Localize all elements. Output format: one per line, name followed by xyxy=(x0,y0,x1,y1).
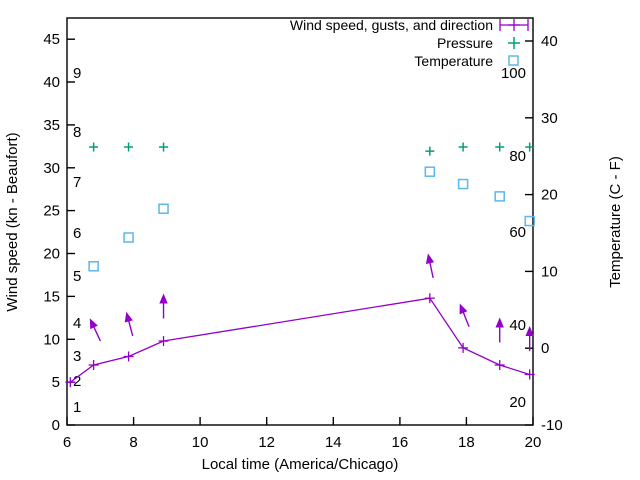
beaufort-label: 2 xyxy=(73,373,81,390)
fahrenheit-label: 40 xyxy=(509,317,526,334)
pressure-series xyxy=(89,142,535,156)
wind-speed-point xyxy=(424,293,435,304)
fahrenheit-label: 60 xyxy=(509,224,526,241)
y-axis-title: Wind speed (kn - Beaufort) xyxy=(4,132,21,311)
y-axis-tick-labels-left: 0 5 10 15 20 25 30 35 40 45 xyxy=(43,31,60,434)
gust-direction-arrows xyxy=(89,253,534,352)
gust-arrow xyxy=(89,318,102,342)
x-axis-ticks xyxy=(66,417,534,425)
y-tick-label: 40 xyxy=(43,74,60,91)
x-tick-label: 8 xyxy=(129,434,137,451)
gust-arrow xyxy=(159,293,168,319)
fahrenheit-label: 20 xyxy=(509,394,526,411)
legend-label-pressure: Pressure xyxy=(437,35,493,51)
pressure-point xyxy=(425,146,435,156)
beaufort-scale-labels: 1 2 3 4 5 6 7 8 9 xyxy=(73,65,81,416)
x-tick-label: 18 xyxy=(458,434,475,451)
y2-tick-label: 20 xyxy=(541,187,558,204)
gust-arrow xyxy=(525,326,534,352)
y-tick-label: 15 xyxy=(43,288,60,305)
pressure-point xyxy=(124,142,134,152)
legend-marker-temperature xyxy=(508,55,519,66)
x-tick-label: 12 xyxy=(258,434,275,451)
y-tick-label: 45 xyxy=(43,31,60,48)
x-tick-label: 14 xyxy=(325,434,342,451)
y-tick-label: 0 xyxy=(52,417,60,434)
x-axis-tick-labels: 6 8 10 12 14 16 18 20 xyxy=(63,434,542,451)
temperature-point xyxy=(88,261,99,272)
wind-speed-point xyxy=(494,360,505,371)
gust-arrow xyxy=(124,311,134,337)
pressure-point xyxy=(89,142,99,152)
legend-marker-pressure xyxy=(508,37,520,49)
temperature-series xyxy=(88,166,535,272)
wind-speed-point xyxy=(458,342,469,353)
temperature-point xyxy=(457,178,469,190)
plot-frame xyxy=(66,17,534,426)
temperature-point xyxy=(158,203,169,214)
wind-speed-point xyxy=(158,336,169,347)
pressure-point xyxy=(495,142,505,152)
y2-tick-label: 30 xyxy=(541,110,558,127)
gust-arrow xyxy=(459,303,470,327)
y2-tick-label: -10 xyxy=(541,417,563,434)
beaufort-label: 3 xyxy=(73,348,81,365)
x-tick-label: 20 xyxy=(525,434,542,451)
gust-arrow xyxy=(495,317,504,343)
wind-speed-point xyxy=(65,377,76,388)
x-tick-label: 10 xyxy=(192,434,209,451)
beaufort-label: 6 xyxy=(73,225,81,242)
x-tick-label: 6 xyxy=(63,434,71,451)
wind-speed-point xyxy=(524,369,535,380)
beaufort-label: 1 xyxy=(73,399,81,416)
y-tick-label: 35 xyxy=(43,117,60,134)
legend: Wind speed, gusts, and direction Pressur… xyxy=(290,17,529,69)
temperature-point xyxy=(524,215,535,227)
pressure-point xyxy=(458,142,468,152)
wind-speed-point xyxy=(88,360,99,371)
y-tick-label: 30 xyxy=(43,160,60,177)
temperature-point xyxy=(123,232,134,243)
y2-axis-title: Temperature (C - F) xyxy=(607,156,624,288)
y-tick-label: 5 xyxy=(52,374,60,391)
beaufort-label: 8 xyxy=(73,124,81,141)
y-axis-tick-labels-right: -10 0 10 20 30 40 xyxy=(541,33,563,434)
gust-arrow xyxy=(425,253,435,278)
beaufort-label: 4 xyxy=(73,315,81,332)
y-tick-label: 25 xyxy=(43,203,60,220)
fahrenheit-label: 100 xyxy=(501,65,526,82)
pressure-point xyxy=(159,142,169,152)
y2-tick-label: 10 xyxy=(541,263,558,280)
legend-label-wind: Wind speed, gusts, and direction xyxy=(290,17,493,33)
x-axis-title: Local time (America/Chicago) xyxy=(202,456,399,473)
temperature-point xyxy=(424,166,436,177)
temperature-point xyxy=(494,191,505,202)
x-tick-label: 16 xyxy=(392,434,409,451)
beaufort-label: 5 xyxy=(73,268,81,285)
y-axis-ticks-right xyxy=(525,40,533,426)
wind-speed-point xyxy=(123,351,134,362)
y-tick-label: 20 xyxy=(43,246,60,263)
legend-label-temperature: Temperature xyxy=(414,53,493,69)
fahrenheit-scale-labels: 20 40 60 80 100 xyxy=(501,65,526,411)
y2-tick-label: 40 xyxy=(541,33,558,50)
pressure-point xyxy=(525,142,535,152)
wind-speed-series xyxy=(65,293,535,388)
legend-marker-wind xyxy=(499,19,529,31)
beaufort-label: 9 xyxy=(73,65,81,82)
beaufort-label: 7 xyxy=(73,174,81,191)
y-tick-label: 10 xyxy=(43,331,60,348)
fahrenheit-label: 80 xyxy=(509,148,526,165)
y2-tick-label: 0 xyxy=(541,340,549,357)
